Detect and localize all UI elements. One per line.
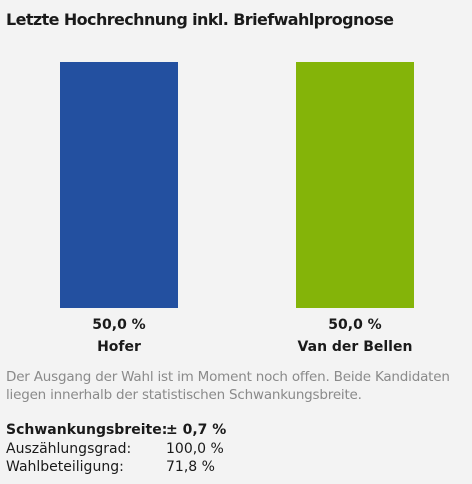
stat-label: Wahlbeteiligung: — [6, 459, 124, 475]
stat-row-schwankungsbreite: Schwankungsbreite: ± 0,7 % — [6, 421, 226, 440]
outcome-note: Der Ausgang der Wahl ist im Moment noch … — [6, 369, 450, 403]
bar-hofer — [60, 62, 178, 308]
chart-title: Letzte Hochrechnung inkl. Briefwahlprogn… — [6, 10, 394, 29]
stat-value: 71,8 % — [166, 459, 215, 475]
bar-chart: 50,0 % 50,0 % Hofer Van der Bellen — [60, 62, 414, 355]
category-label-van-der-bellen: Van der Bellen — [298, 339, 413, 355]
stat-value: 100,0 % — [166, 440, 224, 457]
stat-row-wahlbeteiligung: Wahlbeteiligung: 71,8 % — [6, 458, 226, 477]
stat-row-auszaehlungsgrad: Auszählungsgrad: 100,0 % — [6, 440, 226, 459]
stat-label: Schwankungsbreite: — [6, 422, 168, 438]
bar-van-der-bellen — [296, 62, 414, 308]
value-label-hofer: 50,0 % — [92, 317, 145, 333]
stat-label: Auszählungsgrad: — [6, 440, 132, 457]
stat-value: ± 0,7 % — [166, 422, 227, 438]
value-label-van-der-bellen: 50,0 % — [328, 317, 381, 333]
stats-table: Schwankungsbreite: ± 0,7 % Auszählungsgr… — [6, 421, 226, 477]
category-label-hofer: Hofer — [97, 339, 141, 355]
